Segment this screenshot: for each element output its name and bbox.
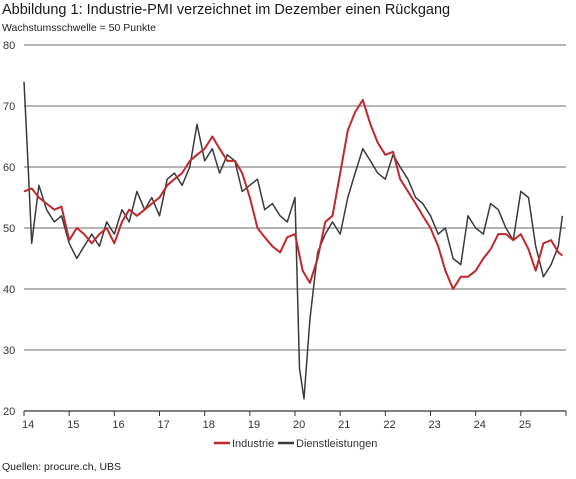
x-tick-label-17: 17 [158,419,170,431]
x-tick-label-22: 22 [383,419,395,431]
x-tick-label-14: 14 [22,419,34,431]
chart-subtitle: Wachstumsschwelle = 50 Punkte [2,22,156,34]
x-tick-label-18: 18 [203,419,215,431]
x-tick-label-24: 24 [474,419,486,431]
y-tick-labels: 20 30 40 50 60 70 80 [3,40,15,418]
x-tick-label-16: 16 [112,419,124,431]
x-tick-label-25: 25 [519,419,531,431]
x-tick-labels: 14 15 16 17 18 19 20 21 22 23 24 25 [22,411,567,431]
x-tick-label-19: 19 [248,419,260,431]
series-lines [23,81,564,400]
series-line-industrie [23,98,564,290]
chart-title: Abbildung 1: Industrie-PMI verzeichnet i… [2,2,451,18]
y-tick-label-40: 40 [3,284,15,296]
x-tick-label-15: 15 [67,419,79,431]
y-tick-label-20: 20 [3,406,15,418]
legend: Industrie Dienstleistungen [214,438,377,450]
x-tick-label-21: 21 [338,419,350,431]
x-tick-label-23: 23 [429,419,441,431]
legend-label-industrie: Industrie [232,438,274,450]
legend-label-dienstleistungen: Dienstleistungen [296,438,377,450]
y-tick-label-80: 80 [3,40,15,52]
series-line-dienstleistungen [23,81,564,400]
y-tick-label-60: 60 [3,162,15,174]
y-tick-label-30: 30 [3,345,15,357]
x-tick-label-20: 20 [293,419,305,431]
y-tick-label-70: 70 [3,101,15,113]
source-note: Quellen: procure.ch, UBS [2,461,122,473]
y-tick-label-50: 50 [3,223,15,235]
